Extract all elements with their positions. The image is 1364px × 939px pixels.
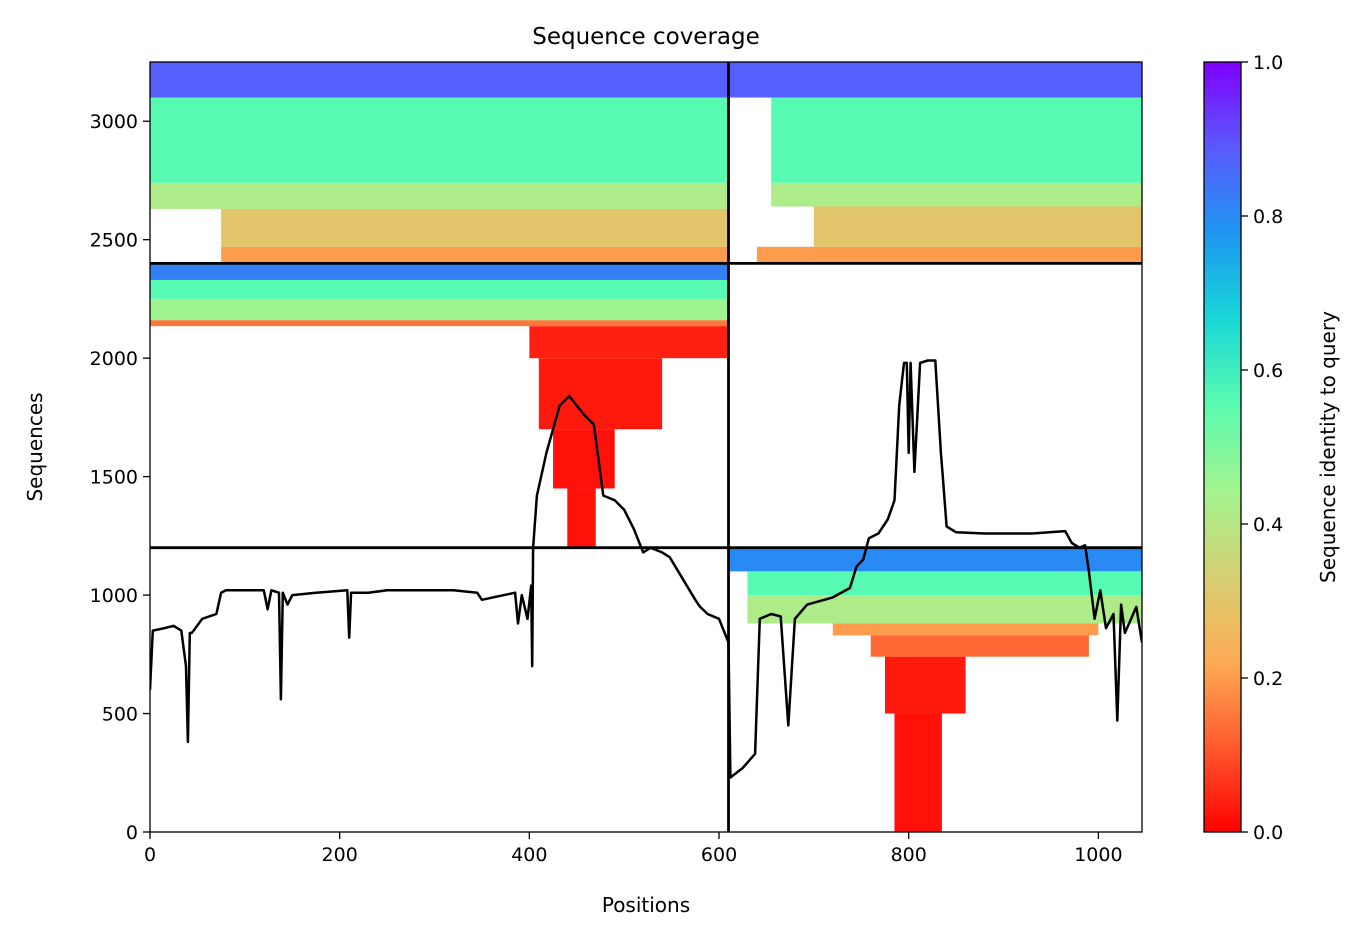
colorbar-ticks: 0.0 0.2 0.4 0.6 0.8 1.0	[1241, 52, 1283, 844]
coverage-band	[221, 246, 729, 264]
coverage-line	[150, 359, 1142, 779]
colorbar-tick-label: 0.8	[1253, 206, 1283, 228]
plot-frame	[149, 61, 1143, 833]
coverage-band	[756, 246, 1142, 264]
y-tick-label: 3000	[90, 111, 138, 133]
y-tick-label: 2000	[90, 348, 138, 370]
coverage-band	[150, 97, 729, 183]
coverage-band	[728, 62, 1142, 98]
y-axis-label: Sequences	[23, 392, 47, 501]
colorbar-label: Sequence identity to query	[1316, 311, 1340, 583]
chart-title: Sequence coverage	[532, 24, 760, 50]
colorbar-tick-label: 0.4	[1253, 514, 1283, 536]
coverage-band	[728, 547, 1142, 572]
x-tick-label: 600	[701, 844, 737, 866]
coverage-band	[150, 320, 729, 327]
coverage-band	[150, 298, 729, 321]
coverage-band	[832, 623, 1099, 636]
colorbar-tick-label: 1.0	[1253, 52, 1283, 74]
x-axis-label: Positions	[602, 893, 690, 917]
y-axis-ticks: 0 500 1000 1500 2000 2500 3000	[90, 111, 150, 844]
coverage-band	[771, 97, 1142, 183]
x-tick-label: 1000	[1074, 844, 1122, 866]
coverage-band	[221, 208, 729, 247]
coverage-band	[771, 182, 1142, 207]
coverage-band	[870, 635, 1089, 657]
y-tick-label: 2500	[90, 230, 138, 252]
coverage-band	[150, 279, 729, 299]
x-tick-label: 800	[891, 844, 927, 866]
colorbar-tick-label: 0.2	[1253, 668, 1283, 690]
coverage-band	[747, 595, 1142, 624]
coverage-band	[529, 326, 729, 359]
coverage-line-group	[150, 359, 1142, 779]
coverage-band	[894, 713, 942, 832]
x-tick-label: 0	[144, 844, 156, 866]
colorbar-tick-label: 0.6	[1253, 360, 1283, 382]
colorbar	[1203, 61, 1242, 833]
coverage-band	[150, 182, 729, 209]
y-tick-label: 1500	[90, 467, 138, 489]
coverage-band	[553, 429, 615, 489]
y-tick-label: 0	[126, 822, 138, 844]
coverage-band	[150, 263, 729, 280]
colorbar-tick-label: 0.0	[1253, 822, 1283, 844]
coverage-band	[747, 571, 1142, 596]
x-axis-ticks: 0 200 400 600 800 1000	[144, 832, 1123, 866]
y-tick-label: 1000	[90, 585, 138, 607]
y-tick-label: 500	[102, 704, 138, 726]
coverage-band	[150, 62, 729, 98]
coverage-band	[813, 206, 1142, 247]
coverage-band	[884, 656, 966, 714]
coverage-bands	[150, 62, 1142, 832]
x-tick-label: 400	[511, 844, 547, 866]
coverage-band	[538, 358, 663, 430]
x-tick-label: 200	[322, 844, 358, 866]
coverage-band	[567, 488, 596, 548]
